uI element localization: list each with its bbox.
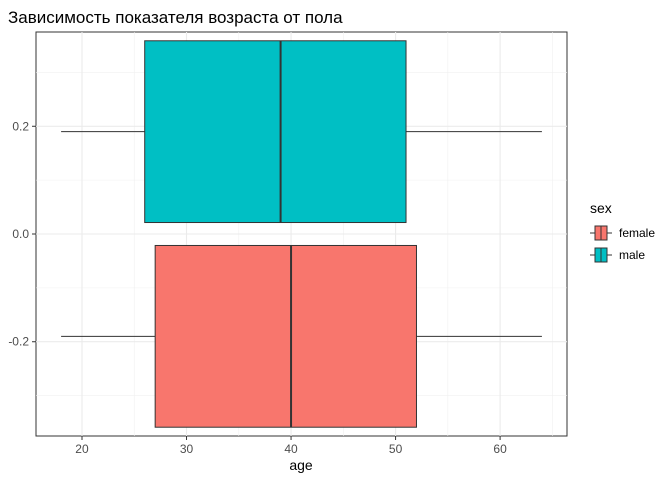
legend: sex female male [590,200,655,263]
x-axis-title: age [289,457,313,473]
legend-title: sex [590,200,612,216]
box-layer [61,40,542,428]
x-axis: 20 30 40 50 60 [75,436,507,456]
legend-item-female: female [590,225,655,241]
x-tick-label: 40 [284,442,298,456]
chart-title: Зависимость показателя возраста от пола [8,8,343,27]
legend-item-male: male [590,247,645,263]
x-tick-label: 50 [389,442,403,456]
y-axis: -0.2 0.0 0.2 [8,119,36,349]
y-tick-label: -0.2 [8,335,29,349]
x-tick-label: 60 [493,442,507,456]
x-tick-label: 30 [180,442,194,456]
x-tick-label: 20 [75,442,89,456]
box-female [61,244,542,428]
iqr-box-male [144,40,407,224]
y-tick-label: 0.2 [12,119,29,133]
iqr-box-female [154,244,417,428]
y-tick-label: 0.0 [12,227,29,241]
legend-label-male: male [619,248,645,262]
legend-label-female: female [619,226,655,240]
box-male [61,40,542,224]
